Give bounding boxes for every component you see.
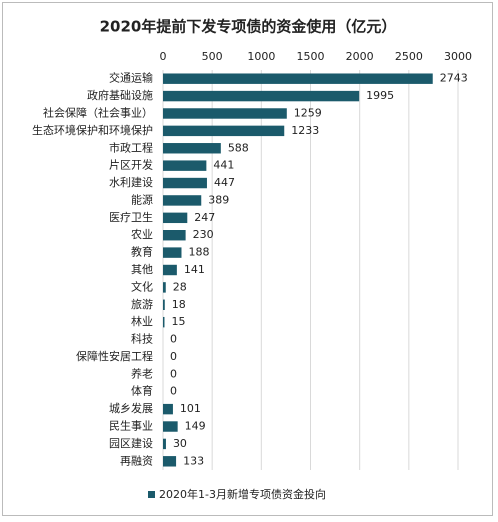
- value-label: 188: [188, 246, 209, 259]
- value-label: 447: [214, 176, 235, 189]
- y-tick-label: 农业: [131, 227, 153, 241]
- y-tick-label: 政府基础设施: [87, 88, 153, 102]
- value-label: 101: [180, 402, 201, 415]
- value-label: 133: [183, 454, 204, 467]
- bar: [163, 143, 221, 154]
- y-tick-label: 民生事业: [109, 419, 153, 433]
- y-tick-label: 体育: [131, 384, 153, 398]
- legend-label: 2020年1-3月新增专项债资金投向: [159, 487, 326, 501]
- bar: [163, 125, 285, 137]
- y-tick-label: 城乡发展: [109, 401, 153, 415]
- y-tick-label: 社会保障（社会事业）: [43, 105, 153, 119]
- bar: [163, 299, 165, 310]
- x-tick-label: 0: [160, 50, 167, 63]
- chart-title: 2020年提前下发专项债的资金使用（亿元）: [100, 18, 397, 36]
- legend-swatch: [148, 491, 155, 498]
- x-tick-label: 2500: [395, 50, 423, 63]
- value-label: 441: [213, 159, 234, 172]
- y-tick-label: 旅游: [131, 297, 153, 311]
- y-tick-label: 再融资: [120, 454, 153, 467]
- y-tick-label: 市政工程: [109, 140, 153, 154]
- value-label: 30: [173, 437, 187, 450]
- value-label: 588: [228, 141, 249, 154]
- x-tick-label: 1000: [247, 50, 275, 63]
- bar: [163, 160, 207, 171]
- frame: [2, 2, 493, 516]
- bar: [163, 212, 188, 224]
- x-tick-label: 3000: [444, 50, 472, 63]
- bar: [163, 316, 165, 328]
- value-label: 141: [184, 263, 205, 276]
- value-label: 18: [172, 298, 186, 311]
- bar: [163, 90, 360, 102]
- bar: [163, 438, 166, 450]
- value-label: 389: [208, 193, 229, 206]
- y-tick-label: 生态环境保护和环境保护: [32, 123, 153, 137]
- value-label: 28: [173, 280, 187, 293]
- bar: [163, 264, 177, 276]
- y-tick-label: 林业: [131, 314, 153, 328]
- value-label: 230: [193, 228, 214, 241]
- y-tick-label: 水利建设: [109, 175, 153, 189]
- x-tick-label: 2000: [346, 50, 374, 63]
- bar: [163, 177, 207, 189]
- bar: [163, 195, 202, 206]
- value-label: 0: [170, 350, 177, 363]
- y-tick-label: 交通运输: [109, 71, 153, 85]
- y-tick-label: 其他: [131, 263, 153, 276]
- y-tick-label: 科技: [131, 332, 153, 346]
- x-tick-label: 500: [202, 50, 223, 63]
- y-tick-label: 医疗卫生: [109, 210, 153, 224]
- bar: [163, 403, 173, 415]
- bar: [163, 230, 186, 241]
- y-tick-label: 养老: [131, 366, 153, 380]
- value-label: 0: [170, 333, 177, 346]
- bar: [163, 247, 182, 258]
- y-tick-label: 能源: [131, 192, 153, 206]
- bar: [163, 108, 287, 119]
- y-tick-label: 文化: [131, 279, 153, 293]
- bar: [163, 456, 177, 467]
- y-tick-label: 教育: [131, 245, 153, 259]
- value-label: 247: [194, 211, 215, 224]
- bar: [163, 282, 166, 293]
- y-tick-label: 园区建设: [109, 436, 153, 450]
- value-label: 15: [171, 315, 185, 328]
- value-label: 2743: [440, 72, 468, 85]
- bar: [163, 421, 178, 432]
- y-tick-label: 片区开发: [109, 158, 153, 172]
- bar: [163, 73, 433, 84]
- value-label: 0: [170, 367, 177, 380]
- value-label: 0: [170, 385, 177, 398]
- x-tick-label: 1500: [297, 50, 325, 63]
- value-label: 1259: [294, 106, 322, 119]
- value-label: 1233: [291, 124, 319, 137]
- value-label: 1995: [366, 89, 394, 102]
- value-label: 149: [185, 420, 206, 433]
- y-tick-label: 保障性安居工程: [76, 349, 153, 363]
